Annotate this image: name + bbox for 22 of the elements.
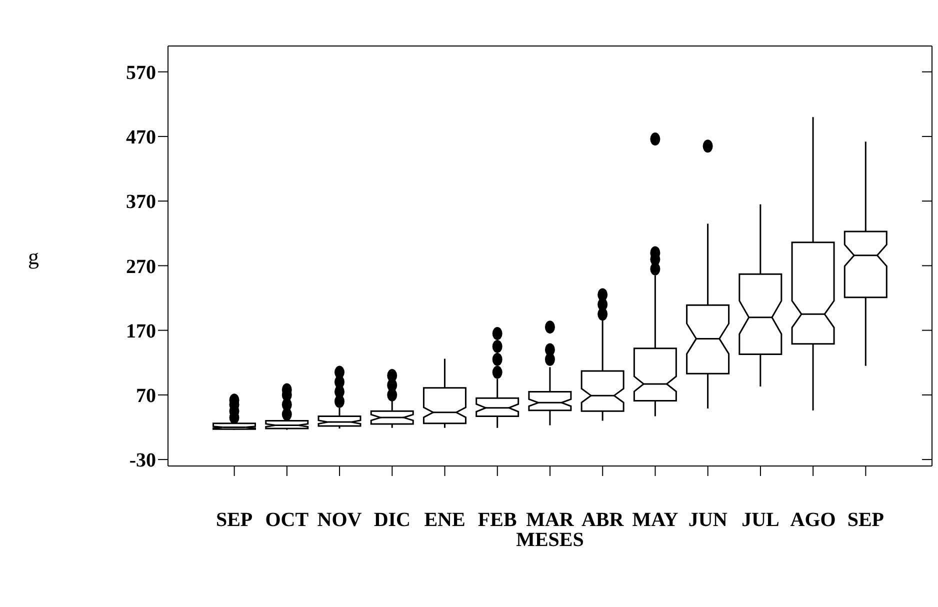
x-tick-label: JUL	[742, 509, 780, 532]
x-tick-label: DIC	[374, 509, 410, 532]
y-tick-label: -30	[129, 450, 156, 472]
x-tick-label: NOV	[317, 509, 362, 532]
x-tick-label: MAR	[526, 509, 574, 532]
y-tick-label: 70	[136, 385, 156, 408]
x-axis-title: MESES	[516, 529, 584, 551]
y-axis-title: g	[28, 244, 39, 269]
x-tick-label: FEB	[478, 509, 517, 532]
x-tick-label: ENE	[424, 509, 466, 532]
y-tick-label: 170	[126, 320, 156, 342]
y-tick-label: 370	[126, 191, 156, 214]
y-tick-label: 470	[126, 126, 156, 149]
y-tick-label: 270	[126, 256, 156, 278]
x-tick-label: OCT	[265, 509, 310, 532]
y-tick-label: 570	[126, 62, 156, 84]
x-tick-label: SEP	[216, 509, 253, 532]
x-tick-label: SEP	[847, 509, 884, 532]
x-tick-label: AGO	[790, 509, 836, 532]
x-tick-label: ABR	[582, 509, 624, 532]
x-tick-label: MAY	[632, 509, 679, 532]
x-tick-label: JUN	[688, 509, 728, 532]
